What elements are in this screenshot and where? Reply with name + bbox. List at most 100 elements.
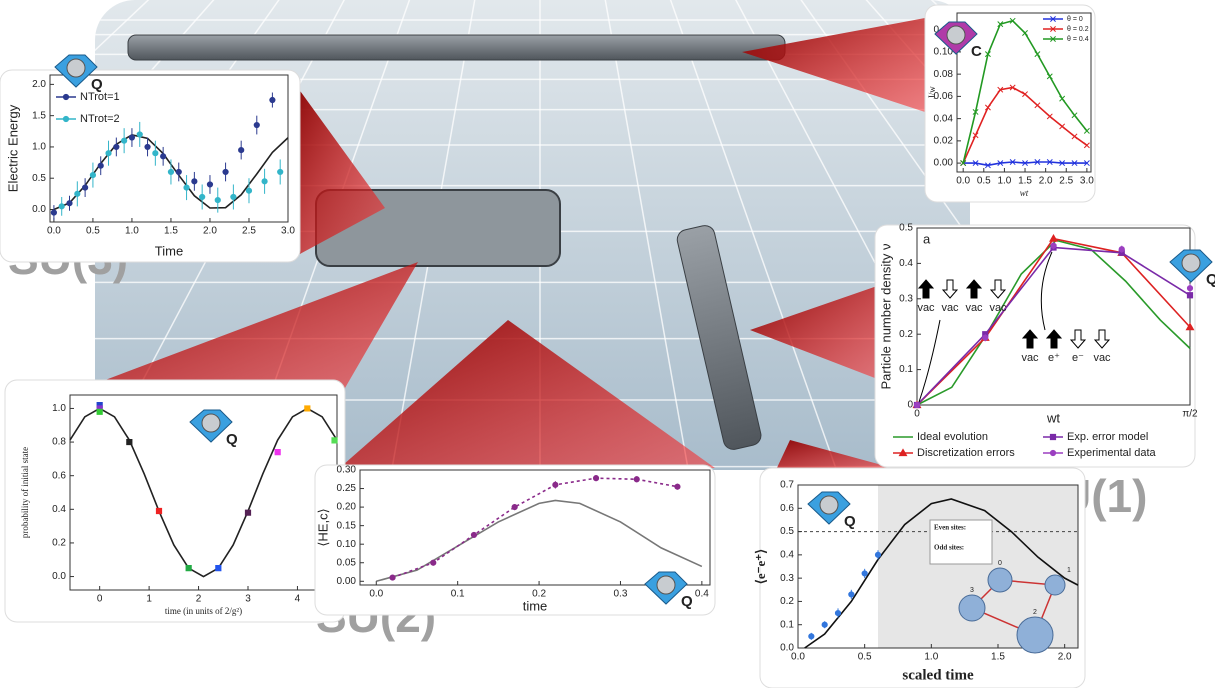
legend-marker (1050, 450, 1055, 455)
y-tick-label: 0.2 (780, 596, 794, 607)
annotation: vac (965, 302, 983, 314)
y-axis-label: Particle number density ν (878, 244, 893, 390)
data-point (431, 560, 436, 565)
logo-sphere (202, 414, 220, 432)
data-point (59, 204, 64, 209)
y-tick-label: 0.04 (934, 113, 954, 124)
data-point (106, 151, 111, 156)
y-axis-label: J/w (927, 86, 937, 99)
data-point (168, 169, 173, 174)
x-tick-label: 0.3 (614, 589, 628, 600)
y-tick-label: 0.4 (780, 549, 794, 560)
data-point (254, 122, 259, 127)
data-point (83, 185, 88, 190)
data-point (270, 97, 275, 102)
x-axis-label: time (523, 598, 548, 613)
x-tick-label: 0.0 (956, 176, 970, 187)
annotation: e⁺ (1048, 352, 1060, 364)
x-tick-label: 1.5 (991, 652, 1005, 663)
y-axis-label: probability of initial state (20, 447, 30, 538)
y-tick-label: 0.00 (934, 158, 954, 169)
y-tick-label: 0.3 (899, 293, 913, 304)
legend-label: θ = 0.2 (1067, 26, 1089, 33)
x-tick-label: 0.1 (451, 589, 465, 600)
legend-marker (63, 94, 68, 99)
y-axis-label: ⟨HE,c⟩ (315, 508, 330, 546)
data-point (192, 179, 197, 184)
y-tick-label: 0.5 (32, 173, 46, 184)
y-tick-label: 0.7 (780, 480, 794, 491)
logo-letter: Q (226, 431, 238, 448)
y-tick-label: 1.5 (32, 110, 46, 121)
lattice-site (988, 568, 1012, 592)
logo-letter: Q (91, 76, 103, 93)
data-point (512, 504, 517, 509)
x-tick-label: 0 (97, 594, 103, 605)
x-tick-label: 1.5 (164, 226, 178, 237)
logo-sphere (67, 59, 85, 77)
data-point (278, 169, 283, 174)
data-point (245, 510, 250, 515)
y-tick-label: 0.6 (52, 470, 66, 481)
data-point (239, 147, 244, 152)
annotation: vac (1021, 352, 1039, 364)
x-tick-label: 0.5 (858, 652, 872, 663)
data-point (1051, 243, 1056, 248)
y-tick-label: 1.0 (52, 403, 66, 414)
data-point (332, 438, 337, 443)
x-tick-label: 2.5 (242, 226, 256, 237)
data-point (1187, 293, 1192, 298)
x-tick-label: 0.4 (695, 589, 709, 600)
y-tick-label: 0.25 (337, 483, 357, 494)
inset-text: Even sites: (934, 524, 966, 532)
data-point (231, 194, 236, 199)
y-tick-label: 0.5 (780, 526, 794, 537)
legend-marker (63, 116, 68, 121)
x-tick-label: 1.5 (1018, 176, 1032, 187)
x-axis-label: wt (1020, 188, 1029, 198)
bar-top (128, 35, 785, 60)
annotation: e⁻ (1072, 352, 1084, 364)
data-point (675, 484, 680, 489)
data-point (471, 532, 476, 537)
data-point (75, 191, 80, 196)
data-point (176, 169, 181, 174)
data-point (184, 185, 189, 190)
data-point (983, 335, 988, 340)
logo-letter: C (971, 43, 982, 60)
x-tick-label: 0.0 (47, 226, 61, 237)
legend-label: Ideal evolution (917, 431, 988, 443)
y-tick-label: 0.6 (780, 503, 794, 514)
y-tick-label: 0.4 (52, 504, 66, 515)
y-tick-label: 0 (907, 400, 913, 411)
data-point (1119, 247, 1124, 252)
x-tick-label: 2.0 (1039, 176, 1053, 187)
legend-label: θ = 0 (1067, 16, 1083, 23)
data-point (207, 182, 212, 187)
data-point (67, 201, 72, 206)
data-point (809, 634, 814, 639)
y-tick-label: 0.0 (52, 571, 66, 582)
figure: SU(3) SU(2) U(1) 0.00.51.01.52.00.00.51.… (0, 0, 1215, 688)
data-point (161, 154, 166, 159)
data-point (553, 482, 558, 487)
panel-label: a (923, 231, 931, 246)
data-point (137, 132, 142, 137)
legend-label: θ = 0.4 (1067, 36, 1089, 43)
data-point (186, 566, 191, 571)
x-tick-label: 1.0 (997, 176, 1011, 187)
legend-label: Discretization errors (917, 447, 1015, 459)
y-tick-label: 0.30 (337, 465, 357, 476)
annotation: vac (941, 302, 959, 314)
x-tick-label: 4 (295, 594, 301, 605)
legend-label: Exp. error model (1067, 431, 1148, 443)
x-tick-label: 0.0 (791, 652, 805, 663)
y-tick-label: 0.3 (780, 573, 794, 584)
data-point (122, 138, 127, 143)
site-label: 0 (998, 560, 1002, 567)
x-tick-label: 3.0 (281, 226, 295, 237)
lattice-site (1045, 575, 1065, 595)
site-label: 3 (970, 587, 974, 594)
